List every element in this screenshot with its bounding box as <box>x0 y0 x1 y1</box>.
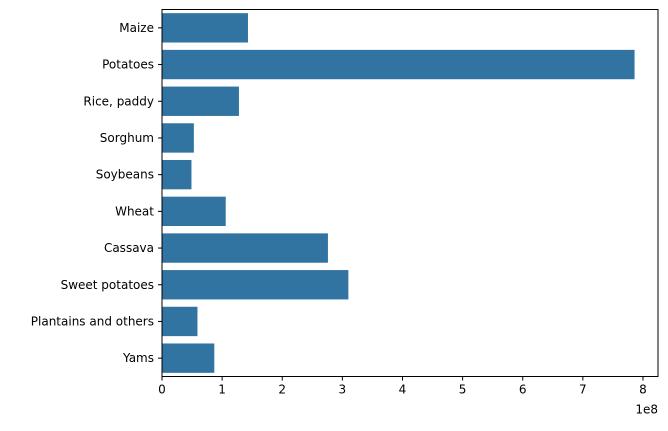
x-tick-label: 0 <box>158 383 166 397</box>
bars <box>162 13 635 373</box>
y-tick-label: Rice, paddy <box>83 94 154 108</box>
y-tick-label: Sweet potatoes <box>61 278 154 292</box>
bar-potatoes <box>162 49 635 80</box>
y-tick-label: Sorghum <box>100 131 154 145</box>
bar-sorghum <box>162 123 194 153</box>
bar-sweet-potatoes <box>162 270 349 300</box>
plot-frame <box>161 9 659 377</box>
y-tick-label: Yams <box>122 351 154 365</box>
x-tick-label: 6 <box>519 383 527 397</box>
bar-plantains-and-others <box>162 306 198 337</box>
y-tick-label: Maize <box>119 21 154 35</box>
x-tick-label: 8 <box>639 383 647 397</box>
bar-soybeans <box>162 159 192 190</box>
x-tick-label: 7 <box>579 383 587 397</box>
y-tick-label: Potatoes <box>102 58 154 72</box>
bar-yams <box>162 343 215 373</box>
x-tick-label: 1 <box>218 383 226 397</box>
y-tick-label: Cassava <box>104 241 154 255</box>
y-tick-label: Plantains and others <box>31 314 154 328</box>
x-tick-label: 3 <box>339 383 347 397</box>
x-tick-label: 2 <box>278 383 286 397</box>
bar-maize <box>162 13 248 43</box>
x-tick-label: 5 <box>459 383 467 397</box>
bar-cassava <box>162 233 328 263</box>
category-labels: Maize Potatoes Rice, paddy Sorghum Soybeans W… <box>31 21 162 365</box>
bar-rice-paddy <box>162 86 239 116</box>
x-tick-label: 4 <box>399 383 407 397</box>
y-tick-label: Wheat <box>115 204 154 218</box>
y-tick-label: Soybeans <box>96 168 154 182</box>
bar-wheat <box>162 196 226 227</box>
x-axis-offset-label: 1e8 <box>635 403 658 417</box>
x-axis-ticks: 0 1 2 3 4 5 6 7 8 <box>158 376 647 397</box>
